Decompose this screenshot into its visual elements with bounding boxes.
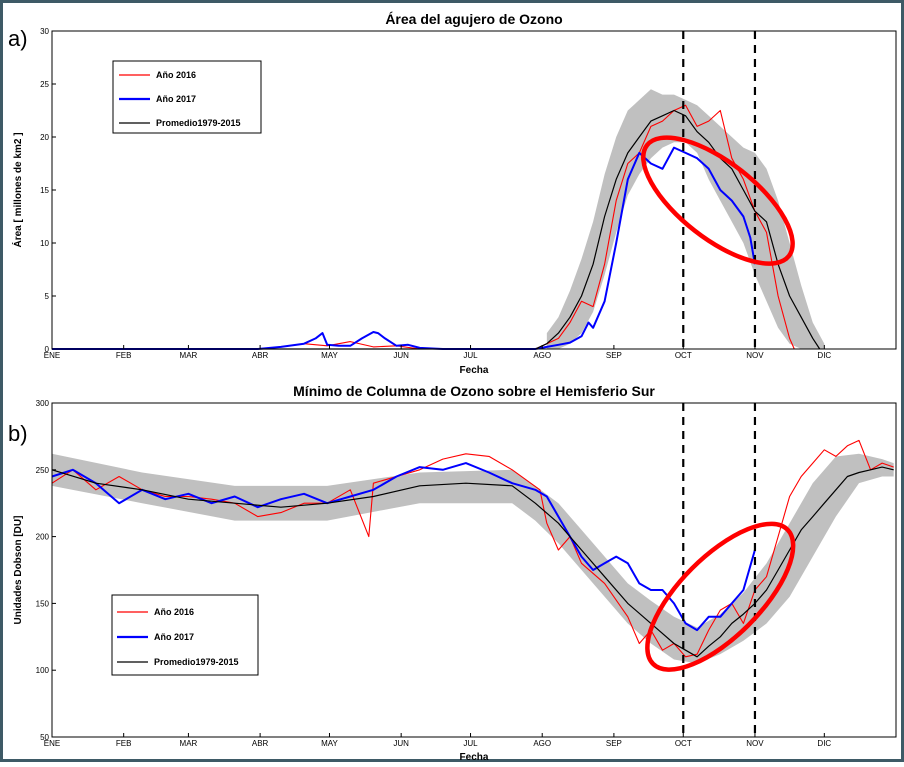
range-band-a	[546, 89, 825, 350]
plot-area-b	[52, 403, 896, 737]
ticks-a: ENE FEB MAR ABR MAY JUN JUL AGO SEP OCT NOV DIC 0 5 10…	[40, 27, 831, 360]
chart-column-panel: b) Mínimo de Columna de Ozono sobre el H…	[8, 383, 897, 763]
y-tick-label-b-2: 150	[36, 599, 50, 608]
series-2017-line-a	[52, 146, 756, 350]
x-tick-label-a-4: MAY	[321, 351, 338, 360]
ticks-b: ENE FEB MAR ABR MAY JUN JUL AGO SEP OCT NOV DIC 50 10…	[36, 399, 832, 748]
y-tick-label-b-3: 200	[36, 533, 50, 542]
legend-label-2016-a: Año 2016	[156, 70, 196, 80]
x-tick-label-b-0: ENE	[44, 739, 60, 748]
x-tick-label-a-11: DIC	[817, 351, 831, 360]
panel-label-b: b)	[8, 421, 28, 446]
legend-label-mean-b: Promedio1979-2015	[154, 657, 239, 667]
y-tick-label-b-5: 300	[36, 399, 50, 408]
chart-marks-a	[52, 31, 825, 350]
x-tick-label-b-8: SEP	[606, 739, 622, 748]
x-tick-label-b-10: NOV	[746, 739, 764, 748]
x-tick-label-b-5: JUN	[393, 739, 409, 748]
y-tick-label-a-3: 15	[40, 186, 49, 195]
x-tick-label-b-6: JUL	[463, 739, 478, 748]
chart-title-a: Área del agujero de Ozono	[385, 11, 562, 27]
series-mean-line-a	[52, 109, 821, 350]
x-tick-label-b-4: MAY	[321, 739, 338, 748]
x-tick-label-a-7: AGO	[533, 351, 551, 360]
legend-label-2017-b: Año 2017	[154, 632, 194, 642]
legend-label-2017-a: Año 2017	[156, 94, 196, 104]
panel-label-a: a)	[8, 26, 28, 51]
y-axis-label-a: Área [ millones de km2 ]	[11, 132, 24, 247]
legend-box-a	[112, 60, 262, 134]
legend-a: Año 2016 Año 2017 Promedio1979-2015	[112, 60, 262, 134]
x-tick-label-a-9: OCT	[675, 351, 692, 360]
x-axis-label-b: Fecha	[460, 752, 489, 762]
chart-marks-b	[51, 403, 894, 737]
x-tick-label-a-10: NOV	[746, 351, 764, 360]
x-tick-label-b-9: OCT	[675, 739, 692, 748]
x-tick-label-b-7: AGO	[533, 739, 551, 748]
y-axis-label-b: Unidades Dobson [DU]	[13, 516, 24, 625]
highlight-ellipse-b	[645, 521, 796, 672]
legend-label-mean-a: Promedio1979-2015	[156, 118, 241, 128]
axes-box-b	[51, 402, 897, 738]
highlight-ellipse-a	[641, 135, 795, 266]
x-tick-label-a-0: ENE	[44, 351, 60, 360]
y-tick-label-a-5: 25	[40, 80, 49, 89]
x-tick-label-a-8: SEP	[606, 351, 622, 360]
series-mean-line-b	[51, 466, 894, 658]
x-tick-label-a-6: JUL	[463, 351, 478, 360]
legend-b: Año 2016 Año 2017 Promedio1979-2015	[111, 594, 259, 676]
x-tick-label-a-3: ABR	[252, 351, 269, 360]
chart-title-b: Mínimo de Columna de Ozono sobre el Hemi…	[293, 383, 655, 399]
x-tick-label-b-11: DIC	[817, 739, 831, 748]
y-tick-label-a-1: 5	[45, 292, 50, 301]
y-tick-label-b-4: 250	[36, 466, 50, 475]
x-axis-label-a: Fecha	[460, 365, 489, 376]
y-tick-label-b-1: 100	[36, 666, 50, 675]
y-tick-label-a-0: 0	[45, 345, 50, 354]
x-tick-label-a-1: FEB	[116, 351, 132, 360]
x-tick-label-a-2: MAR	[180, 351, 198, 360]
y-tick-label-a-6: 30	[40, 27, 49, 36]
x-tick-label-b-1: FEB	[116, 739, 132, 748]
x-tick-label-b-3: ABR	[252, 739, 269, 748]
y-tick-label-b-0: 50	[40, 733, 49, 742]
chart-area-panel: a) Área del agujero de Ozono Fecha Área …	[8, 11, 897, 376]
y-tick-label-a-2: 10	[40, 239, 49, 248]
x-tick-label-a-5: JUN	[393, 351, 409, 360]
legend-label-2016-b: Año 2016	[154, 607, 194, 617]
x-tick-label-b-2: MAR	[180, 739, 198, 748]
y-tick-label-a-4: 20	[40, 133, 49, 142]
series-2016-line-a	[52, 104, 795, 350]
